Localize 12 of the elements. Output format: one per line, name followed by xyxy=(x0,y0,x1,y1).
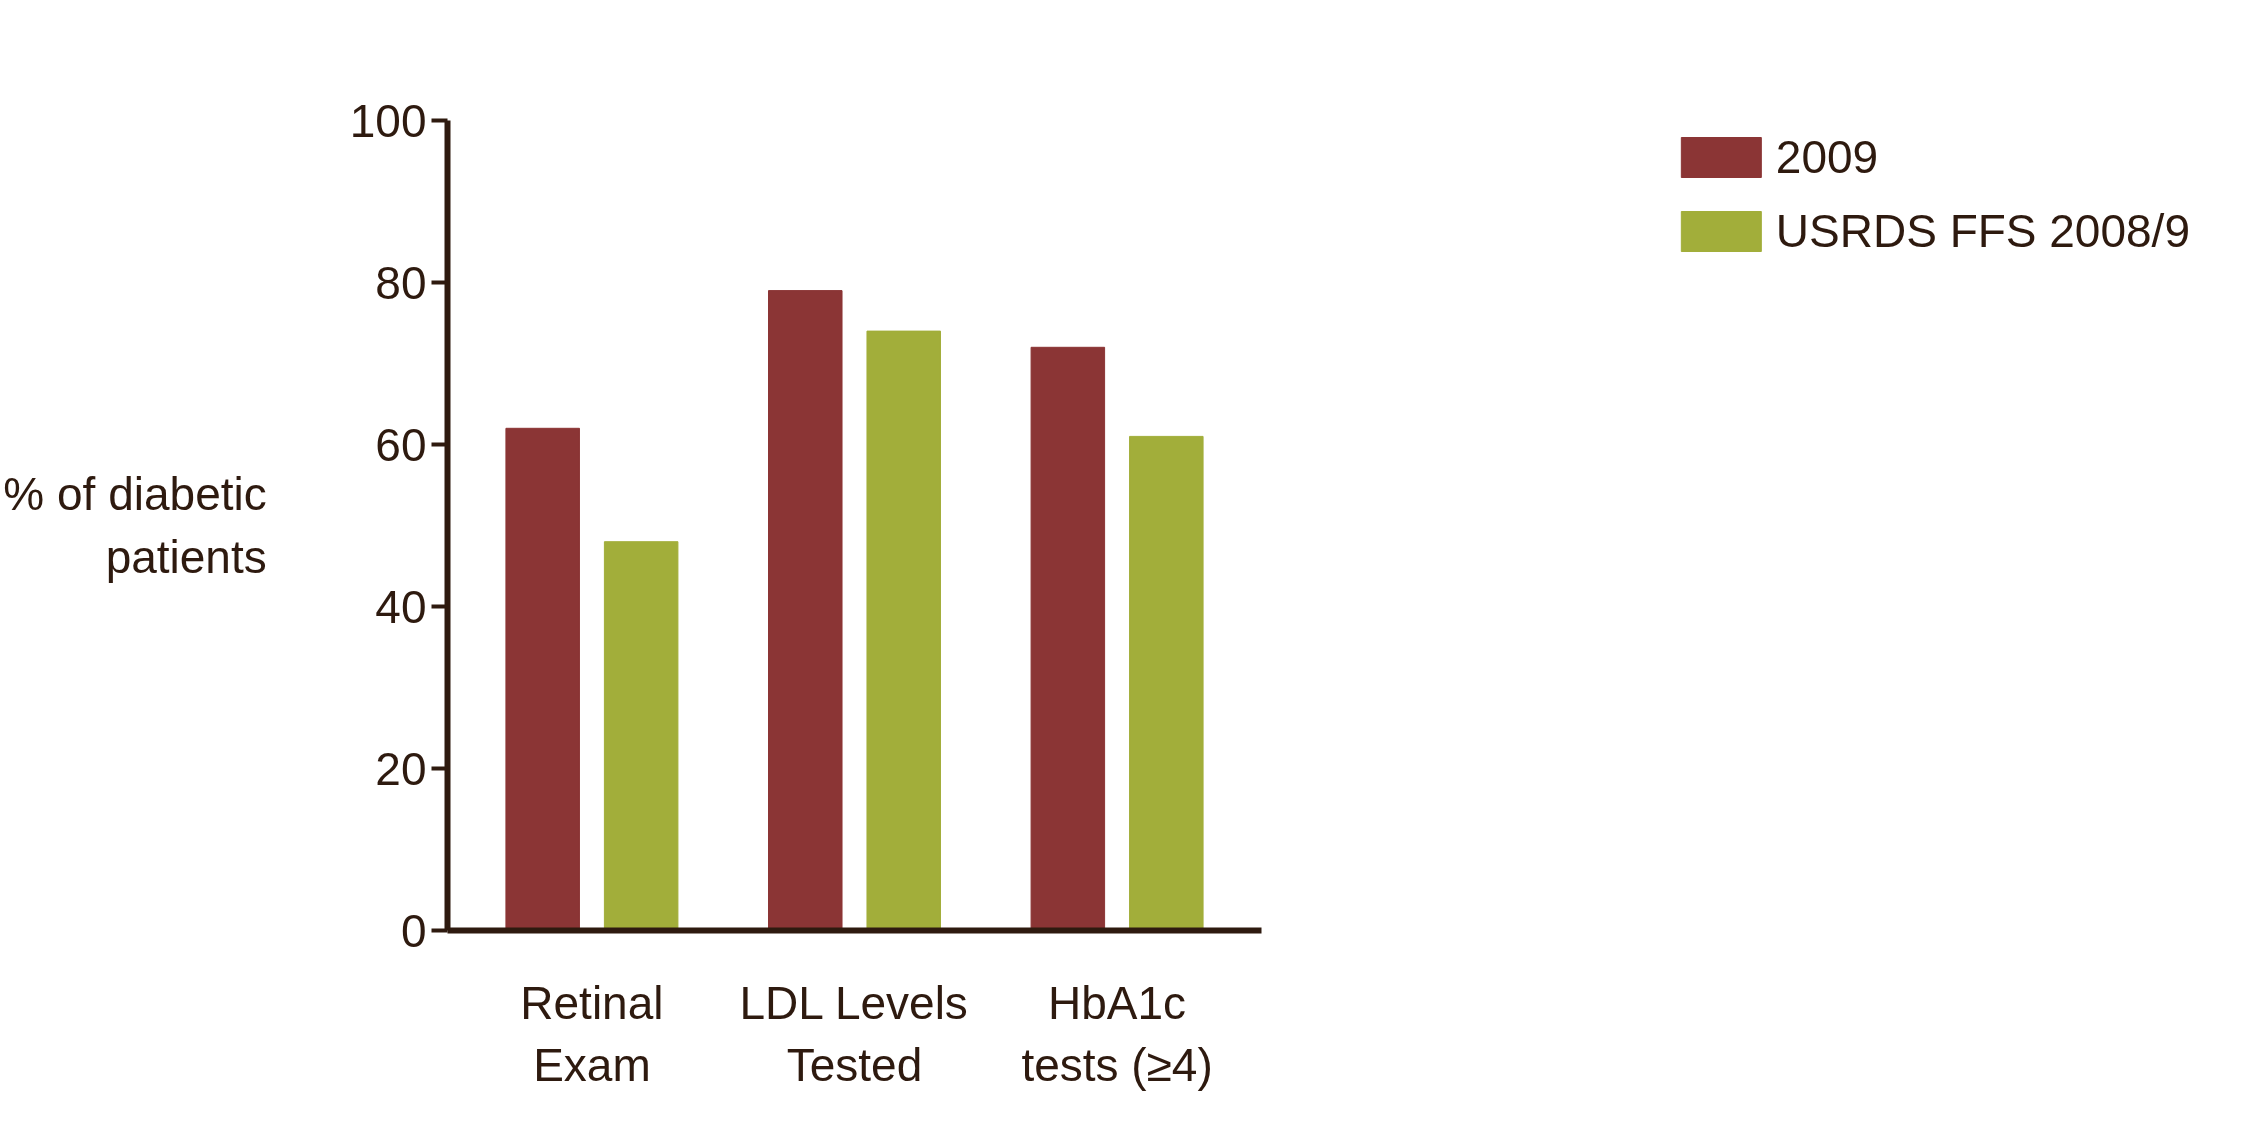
y-tick-label: 80 xyxy=(375,256,427,309)
y-tick-label: 40 xyxy=(375,580,427,633)
x-tick-label: HbA1c tests (≥4) xyxy=(1021,976,1213,1091)
x-tick-label: LDL Levels Tested xyxy=(739,976,968,1091)
y-tick-label: 100 xyxy=(349,94,427,147)
x-tick-label: Retinal Exam xyxy=(520,976,664,1091)
y-tick-label: 60 xyxy=(375,418,427,471)
legend-label: USRDS FFS 2008/9 xyxy=(1775,204,2190,258)
legend-label: 2009 xyxy=(1775,130,1879,184)
y-tick-label: 0 xyxy=(400,904,427,957)
y-tick-label: 20 xyxy=(375,742,427,795)
y-axis-title: % of diabetic patients xyxy=(3,468,267,583)
